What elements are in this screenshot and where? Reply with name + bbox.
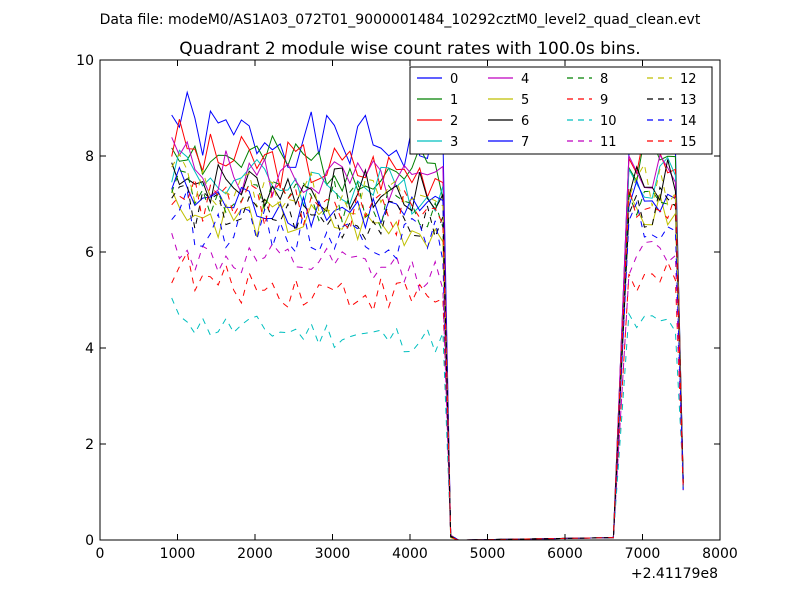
legend-label-4: 4: [521, 72, 529, 87]
y-tick-label: 8: [85, 149, 94, 165]
series-line-6: [171, 159, 684, 541]
legend-label-0: 0: [450, 72, 458, 87]
x-tick-label: 3000: [315, 546, 351, 562]
series-line-11: [171, 233, 684, 541]
x-tick-label: 5000: [470, 546, 506, 562]
series-line-3: [171, 149, 684, 541]
y-tick-label: 4: [85, 341, 94, 357]
series-line-12: [171, 153, 684, 541]
series-layer: [171, 90, 684, 541]
y-tick-label: 10: [76, 53, 94, 69]
legend-label-9: 9: [600, 93, 608, 108]
series-line-13: [171, 183, 684, 541]
x-tick-label: 6000: [547, 546, 583, 562]
legend-label-11: 11: [600, 135, 617, 150]
y-tick-label: 2: [85, 437, 94, 453]
legend-label-2: 2: [450, 114, 458, 129]
series-line-0: [171, 90, 684, 541]
legend-label-7: 7: [521, 135, 529, 150]
legend-label-6: 6: [521, 114, 529, 129]
x-offset-label: +2.41179e8: [631, 566, 718, 582]
x-tick-label: 1000: [160, 546, 196, 562]
legend-label-5: 5: [521, 93, 529, 108]
x-tick-label: 2000: [237, 546, 273, 562]
legend-label-3: 3: [450, 135, 458, 150]
legend-label-15: 15: [680, 135, 697, 150]
series-line-10: [171, 297, 684, 541]
legend-label-1: 1: [450, 93, 458, 108]
series-line-5: [171, 189, 684, 541]
y-tick-label: 0: [85, 533, 94, 549]
legend-label-8: 8: [600, 72, 608, 87]
legend-label-13: 13: [680, 93, 697, 108]
y-tick-label: 6: [85, 245, 94, 261]
legend-label-12: 12: [680, 72, 697, 87]
x-tick-label: 0: [96, 546, 105, 562]
series-line-9: [171, 250, 684, 541]
x-tick-label: 7000: [625, 546, 661, 562]
x-tick-label: 4000: [392, 546, 428, 562]
series-line-7: [171, 166, 684, 541]
series-line-8: [171, 170, 684, 541]
series-line-2: [171, 119, 684, 541]
legend-label-14: 14: [680, 114, 697, 129]
chart-title: Quadrant 2 module wise count rates with …: [179, 39, 640, 59]
series-line-14: [171, 189, 684, 541]
x-tick-label: 8000: [702, 546, 738, 562]
legend-label-10: 10: [600, 114, 617, 129]
series-line-15: [171, 176, 684, 541]
figure-suptitle: Data file: modeM0/AS1A03_072T01_90000014…: [100, 12, 701, 28]
legend-frame: [409, 66, 713, 155]
